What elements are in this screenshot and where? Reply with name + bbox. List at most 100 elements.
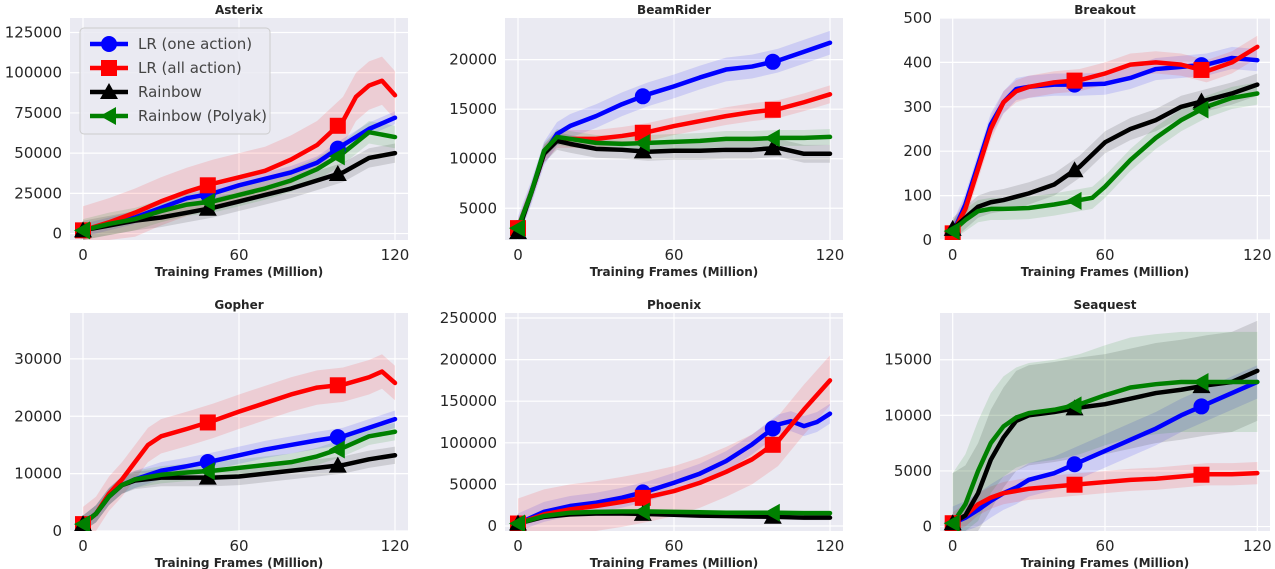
legend-label: Rainbow (Polyak) [138,107,267,125]
x-tick-label: 120 [1243,246,1272,264]
plot-area [509,355,833,531]
plot-area [943,35,1260,240]
x-tick-label: 0 [948,537,958,555]
series-marker [74,515,90,531]
y-tick-label: 5000 [459,199,497,217]
legend-box [79,27,271,135]
legend-marker [101,36,117,52]
y-tick-label: 10000 [884,406,932,424]
x-axis-label: Training Frames (Million) [590,265,759,279]
y-tick-label: 0 [487,517,497,535]
x-tick-label: 60 [664,246,683,264]
x-axis-label: Training Frames (Million) [155,265,324,279]
x-tick-label: 120 [381,537,410,555]
y-tick-label: 10000 [14,465,62,483]
panel-title: Breakout [1074,3,1136,17]
series-marker [634,489,651,506]
panel-title: Seaquest [1073,298,1136,312]
series-marker [199,177,216,194]
panel-phoenix: 0 50000 100000 150000 200000 250000 0 60 120 Phoe… [440,298,845,569]
y-tick-label: 15000 [449,100,497,118]
series-marker [1066,72,1083,89]
x-tick-label: 120 [816,537,845,555]
y-tick-label: 20000 [449,51,497,69]
panel-seaquest: 0 5000 10000 15000 0 60 120 Seaquest Training Fr… [884,298,1271,569]
legend-marker [101,60,117,76]
y-tick-label: 300 [903,98,932,116]
y-tick-label: 400 [903,53,932,71]
x-axis-label: Training Frames (Million) [155,556,324,569]
series-marker [509,219,525,238]
legend-marker [100,107,116,125]
series-marker [1065,191,1082,210]
x-tick-label: 120 [381,246,410,264]
legend-label: LR (one action) [138,35,252,53]
series-line [515,411,833,526]
y-tick-label: 200000 [440,351,497,369]
series-line [80,78,398,233]
series-marker [764,420,781,437]
confidence-band [83,111,395,237]
y-tick-label: 500 [903,9,932,27]
x-tick-label: 60 [1095,246,1114,264]
series-marker [328,165,347,182]
series-marker [1066,476,1083,493]
y-tick-label: 50000 [14,144,62,162]
x-tick-label: 0 [78,246,88,264]
series-marker [198,462,215,481]
series-marker [198,199,217,216]
series-marker [1193,398,1210,415]
series-marker [764,101,781,118]
y-tick-label: 20000 [14,407,62,425]
series-marker [329,117,346,134]
series-marker [1192,100,1209,119]
panel-breakout: 0 100 200 300 400 500 0 60 120 Breakout Training F… [903,3,1271,279]
y-tick-label: 25000 [14,184,62,202]
plot-area [943,320,1260,531]
series-marker [764,436,781,453]
y-tick-label: 5000 [894,462,932,480]
y-tick-label: 100000 [440,434,497,452]
x-tick-label: 60 [229,537,248,555]
series-marker [1065,396,1082,415]
series-marker [1192,372,1209,391]
x-tick-label: 0 [948,246,958,264]
x-tick-label: 120 [816,246,845,264]
plot-area [74,354,398,531]
x-tick-label: 0 [513,537,523,555]
confidence-band [83,423,395,531]
series-marker [329,429,346,446]
plot-area [509,30,833,240]
series-marker [763,129,780,148]
x-axis-label: Training Frames (Million) [1021,265,1190,279]
series-marker [199,414,216,431]
y-tick-label: 50000 [449,475,497,493]
confidence-band [518,403,830,531]
series-line [950,91,1260,234]
x-axis-label: Training Frames (Million) [590,556,759,569]
series-marker [633,142,652,159]
series-marker [329,377,346,394]
legend-marker [100,83,118,99]
series-marker [74,221,90,240]
y-tick-label: 100000 [5,64,62,82]
series-marker [763,503,780,522]
y-tick-label: 0 [922,518,932,536]
series-line [950,379,1260,526]
legend-label: LR (all action) [138,59,242,77]
series-marker [633,134,650,153]
confidence-band [952,320,1258,531]
panel-title: Asterix [215,3,263,17]
y-tick-label: 100 [903,187,932,205]
x-axis-label: Training Frames (Million) [1021,556,1190,569]
confidence-band [83,56,395,240]
series-marker [1065,161,1084,178]
series-marker [1193,61,1210,78]
y-tick-label: 15000 [884,351,932,369]
confidence-band [83,354,395,531]
series-marker [1066,456,1083,473]
series-marker [509,514,525,531]
y-tick-label: 30000 [14,350,62,368]
y-tick-label: 200 [903,142,932,160]
